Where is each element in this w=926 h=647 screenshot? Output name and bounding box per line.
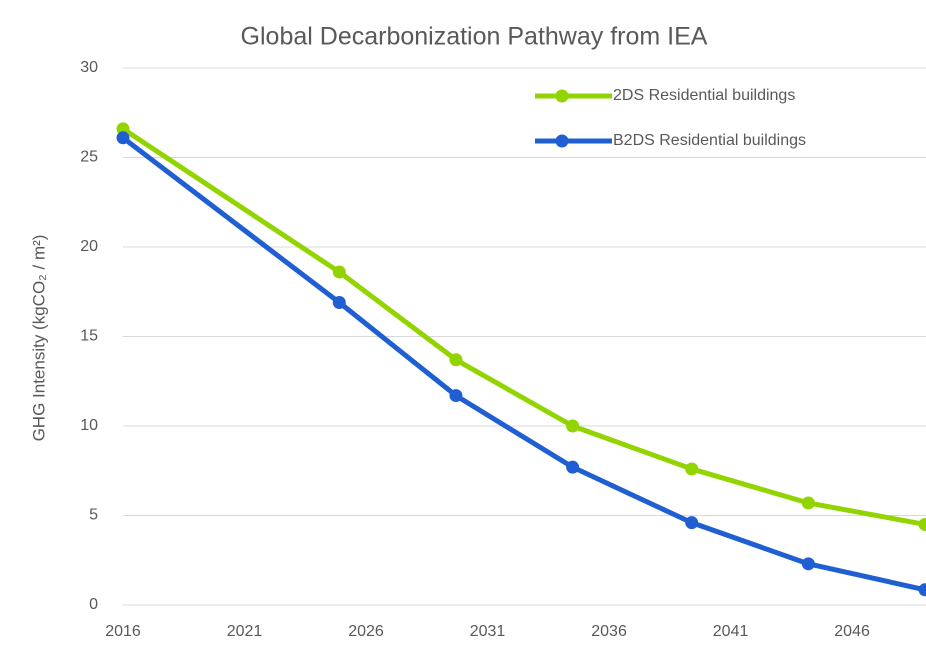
y-tick-label: 25	[80, 149, 98, 166]
marker	[116, 131, 130, 145]
x-tick-label: 2036	[591, 623, 627, 640]
y-tick-label: 5	[89, 507, 98, 524]
y-tick-label: 15	[80, 328, 98, 345]
marker	[801, 496, 815, 510]
marker	[566, 419, 580, 433]
marker	[685, 462, 699, 476]
x-tick-label: 2041	[713, 623, 749, 640]
x-tick-label: 2046	[834, 623, 870, 640]
y-tick-label: 30	[80, 59, 98, 76]
legend-label: B2DS Residential buildings	[613, 132, 806, 149]
marker	[918, 517, 926, 531]
y-tick-label: 20	[80, 238, 98, 255]
marker	[449, 389, 463, 403]
marker	[566, 460, 580, 474]
marker	[332, 265, 346, 279]
marker	[918, 583, 926, 597]
legend-label: 2DS Residential buildings	[613, 87, 795, 104]
x-tick-label: 2016	[105, 623, 141, 640]
marker	[116, 122, 130, 136]
series-line	[121, 126, 926, 527]
legend-marker	[555, 89, 569, 103]
marker	[449, 353, 463, 367]
x-tick-label: 2031	[470, 623, 506, 640]
x-tick-label: 2021	[227, 623, 263, 640]
marker	[801, 557, 815, 571]
y-tick-label: 10	[80, 417, 98, 434]
y-tick-label: 0	[89, 596, 98, 613]
y-axis-label: GHG Intensity (kgCO₂ / m²)	[29, 235, 48, 442]
chart-title: Global Decarbonization Pathway from IEA	[241, 23, 708, 51]
marker	[332, 295, 346, 309]
marker	[685, 516, 699, 530]
x-tick-label: 2026	[348, 623, 384, 640]
legend-marker	[555, 134, 569, 148]
